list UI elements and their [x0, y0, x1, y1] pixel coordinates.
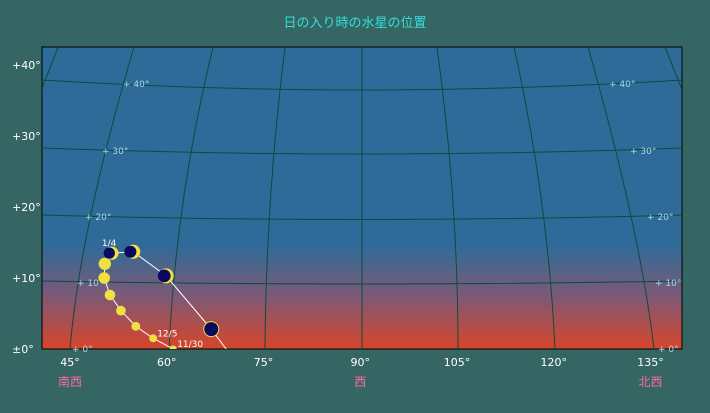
mercury-point: [104, 289, 116, 301]
direction-label: 西: [354, 375, 366, 389]
grid-label: + 10°: [655, 279, 681, 289]
grid-ra-line: [42, 47, 59, 91]
grid-label: + 10°: [77, 279, 103, 289]
direction-label: 南西: [58, 374, 82, 389]
x-tick-label: 135°: [637, 356, 664, 369]
grid-ra-line: [264, 47, 286, 349]
y-tick-label: +40°: [12, 59, 41, 72]
x-tick-label: 105°: [444, 356, 471, 369]
x-tick-label: 90°: [351, 356, 371, 369]
planet-disc: [149, 334, 158, 343]
mercury-point: [124, 244, 141, 259]
chart-title: 日の入り時の水星の位置: [283, 16, 426, 31]
planet-disc: [98, 272, 110, 284]
grid-ra-line: [513, 47, 556, 349]
y-tick-label: +20°: [12, 201, 41, 214]
planet-disc: [98, 257, 112, 270]
grid-label: + 30°: [630, 147, 656, 157]
grid-label: + 20°: [647, 213, 673, 223]
x-tick-label: 75°: [254, 356, 274, 369]
mercury-point: [169, 345, 177, 349]
grid-ra-line: [168, 47, 214, 349]
y-tick-label: +30°: [12, 130, 41, 143]
x-tick-label: 120°: [541, 356, 568, 369]
grid-label: + 0°: [658, 345, 679, 355]
grid-ra-line: [587, 47, 655, 349]
planet-disc: [116, 305, 126, 316]
x-tick-label: 45°: [60, 356, 80, 369]
grid-label: + 0°: [72, 345, 93, 355]
mercury-point: [116, 305, 126, 316]
grid-label: + 40°: [609, 80, 635, 90]
grid-label: + 20°: [85, 213, 111, 223]
direction-label: 北西: [638, 375, 662, 389]
planet-shadow: [157, 269, 171, 283]
mercury-point: [131, 321, 141, 331]
x-tick-label: 60°: [157, 356, 177, 369]
y-tick-label: ±0°: [12, 343, 34, 356]
planet-shadow: [124, 245, 137, 258]
planet-shadow: [204, 322, 219, 337]
planet-disc: [169, 345, 177, 349]
mercury-point: [203, 321, 220, 338]
mercury-point: [98, 272, 110, 284]
grid-ra-line: [69, 47, 135, 349]
mercury-point: [157, 268, 174, 284]
planet-disc: [131, 321, 141, 331]
date-label: 12/5: [157, 329, 177, 339]
grid-ra-line: [664, 47, 682, 92]
grid-label: + 40°: [123, 80, 149, 90]
mercury-point: [98, 257, 112, 270]
grid-label: + 30°: [102, 147, 128, 157]
date-label: 11/30: [177, 340, 203, 350]
planet-shadow: [103, 247, 115, 259]
mercury-point: [103, 246, 119, 260]
date-label: 1/4: [102, 239, 117, 249]
grid-ra-line: [436, 47, 459, 349]
y-tick-label: +10°: [12, 272, 41, 285]
planet-disc: [104, 289, 116, 301]
mercury-point: [149, 334, 158, 343]
